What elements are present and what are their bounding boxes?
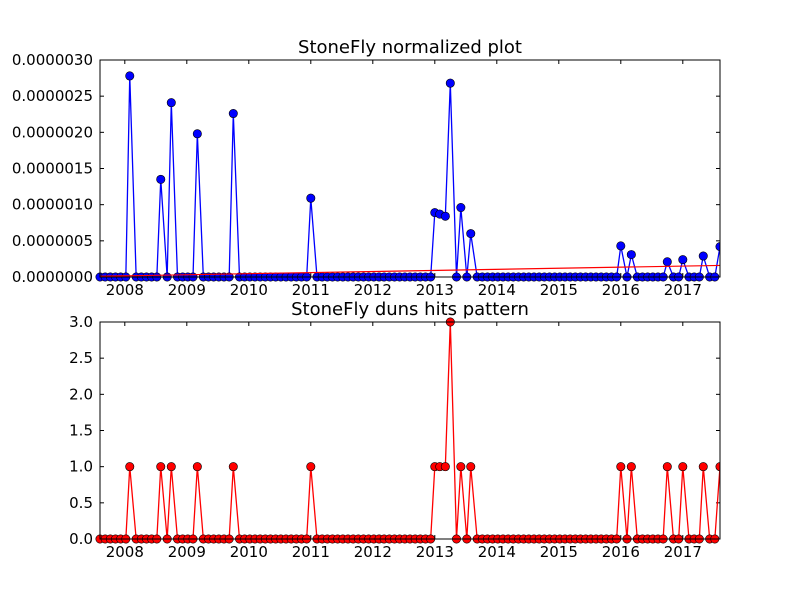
y-tick-label: 0.0 [69,530,93,548]
data-point [166,462,176,472]
data-point [192,462,202,472]
x-tick-label: 2015 [540,543,578,561]
y-tick-label: 0.0000020 [12,123,93,141]
trend-line [99,264,720,277]
x-tick-label: 2016 [602,543,640,561]
data-point [466,462,476,472]
x-tick-label: 2012 [354,281,392,299]
x-tick-label: 2014 [478,281,516,299]
x-tick-label: 2013 [416,281,454,299]
data-point [698,462,708,472]
y-tick-label: 3.0 [69,313,93,331]
data-point [440,211,450,221]
data-point [166,98,176,108]
data-point [306,193,316,203]
data-point [616,241,626,251]
data-point [616,462,626,472]
data-point [228,462,238,472]
data-point [440,462,450,472]
data-point [125,462,135,472]
data-point [306,462,316,472]
y-tick-label: 0.0000025 [12,87,93,105]
y-tick-label: 0.0000000 [12,268,93,286]
data-point [156,462,166,472]
y-tick-label: 0.0000010 [12,196,93,214]
x-tick-label: 2009 [168,281,206,299]
x-tick-label: 2010 [230,543,268,561]
data-point [156,174,166,184]
data-point [228,109,238,119]
data-point [466,229,476,239]
data-point [626,462,636,472]
data-point [456,203,466,213]
data-point [456,462,466,472]
y-tick-label: 0.0000030 [12,51,93,69]
x-tick-label: 2008 [106,543,144,561]
normalized-plot-panel: StoneFly normalized plot 0.0000000 0.00000… [12,37,721,299]
x-tick-label: 2012 [354,543,392,561]
x-tick-label: 2014 [478,543,516,561]
x-tick-label: 2010 [230,281,268,299]
y-tick-label: 2.5 [69,349,93,367]
y-tick-label: 0.0000015 [12,160,93,178]
data-point [678,462,688,472]
x-tick-label: 2011 [292,281,330,299]
y-tick-label: 1.0 [69,458,93,476]
data-point [698,251,708,261]
axes-frame [99,59,721,278]
x-tick-label: 2008 [106,281,144,299]
data-point [445,78,455,88]
chart-title: StoneFly duns hits pattern [291,299,529,320]
data-point [662,257,672,267]
x-tick-label: 2017 [664,281,702,299]
data-point [125,71,135,81]
y-tick-label: 1.5 [69,422,93,440]
y-tick-label: 0.5 [69,494,93,512]
data-point [678,255,688,265]
x-tick-label: 2016 [602,281,640,299]
x-tick-label: 2013 [416,543,454,561]
axes-frame [99,321,721,540]
x-tick-label: 2011 [292,543,330,561]
x-tick-label: 2015 [540,281,578,299]
data-point [662,462,672,472]
x-tick-label: 2009 [168,543,206,561]
x-tick-label: 2017 [664,543,702,561]
chart-title: StoneFly normalized plot [298,37,522,58]
data-point [626,250,636,260]
data-point [192,129,202,139]
y-tick-label: 2.0 [69,385,93,403]
duns-hits-panel: StoneFly duns hits pattern 0.0 0.5 1.0 1.5 2.… [69,299,721,561]
y-tick-label: 0.0000005 [12,232,93,250]
